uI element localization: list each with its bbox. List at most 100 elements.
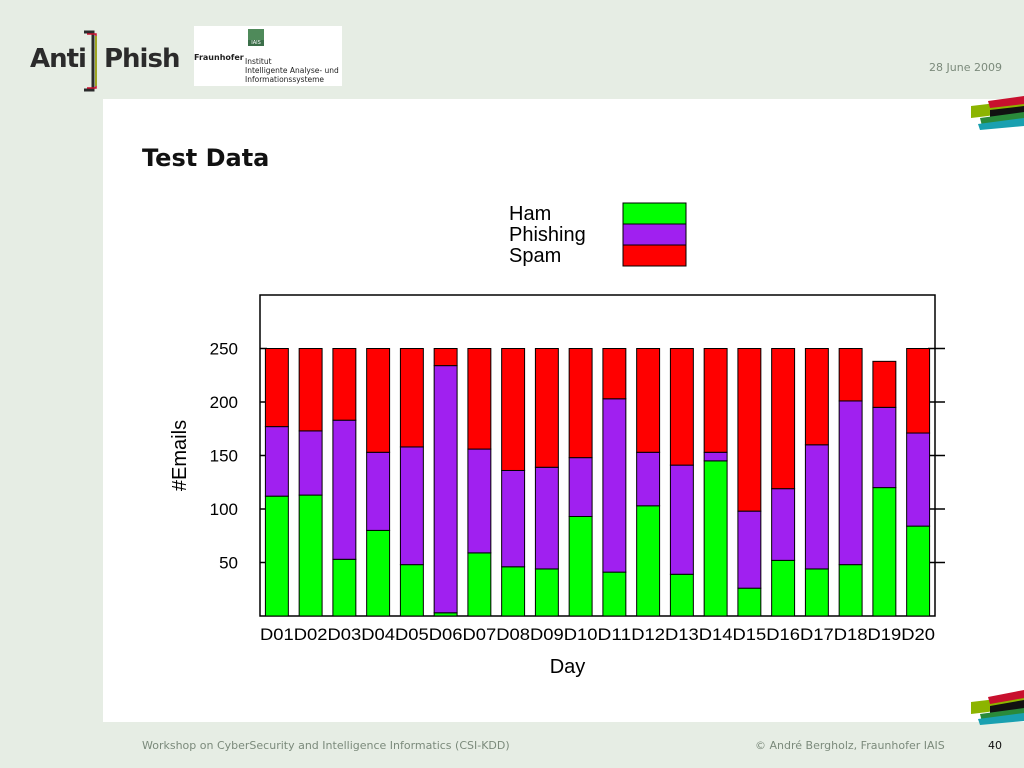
x-tick-label: D12 bbox=[631, 625, 665, 644]
fraunhofer-name: Fraunhofer bbox=[194, 53, 244, 62]
x-tick-label: D15 bbox=[733, 625, 767, 644]
y-tick-label: 50 bbox=[219, 554, 238, 573]
slide-title: Test Data bbox=[142, 144, 270, 172]
bar-ham-d18 bbox=[838, 564, 863, 617]
bar-phishing-d06 bbox=[433, 365, 458, 614]
bar-phishing-d07 bbox=[467, 448, 492, 554]
bar-spam-d11 bbox=[602, 348, 627, 400]
x-tick-label: D03 bbox=[328, 625, 362, 644]
bar-spam-d16 bbox=[771, 348, 796, 490]
bar-phishing-d14 bbox=[703, 451, 728, 462]
legend-label-phishing: Phishing bbox=[509, 224, 586, 246]
bar-phishing-d16 bbox=[771, 488, 796, 561]
bar-spam-d02 bbox=[298, 348, 323, 432]
bar-ham-d14 bbox=[703, 460, 728, 617]
y-tick-label: 200 bbox=[210, 393, 238, 412]
bar-phishing-d17 bbox=[804, 444, 829, 570]
bar-ham-d12 bbox=[636, 505, 661, 617]
legend-label-spam: Spam bbox=[509, 245, 561, 267]
iais-badge: IAIS bbox=[248, 40, 264, 46]
ribbon-decoration-bottom bbox=[971, 690, 1024, 725]
bar-spam-d15 bbox=[737, 348, 762, 512]
bar-spam-d09 bbox=[534, 348, 559, 468]
x-tick-label: D06 bbox=[429, 625, 463, 644]
bar-ham-d20 bbox=[906, 525, 931, 617]
slide-date: 28 June 2009 bbox=[929, 61, 1002, 74]
y-axis-label: #Emails bbox=[169, 420, 191, 491]
plot-frame bbox=[259, 294, 936, 617]
footer-copyright: © André Bergholz, Fraunhofer IAIS bbox=[755, 739, 945, 752]
logo-phish-text: Phish bbox=[103, 44, 180, 74]
institute-name: Institut Intelligente Analyse- und Infor… bbox=[245, 57, 339, 84]
bar-ham-d13 bbox=[669, 573, 694, 617]
bar-spam-d19 bbox=[872, 360, 897, 408]
legend-swatch-spam bbox=[622, 244, 687, 267]
x-tick-label: D04 bbox=[361, 625, 395, 644]
y-tick-label: 150 bbox=[210, 447, 238, 466]
bar-phishing-d02 bbox=[298, 430, 323, 496]
bar-phishing-d20 bbox=[906, 432, 931, 527]
x-tick-label: D08 bbox=[496, 625, 530, 644]
x-tick-label: D17 bbox=[800, 625, 834, 644]
bar-ham-d16 bbox=[771, 559, 796, 617]
bar-ham-d19 bbox=[872, 487, 897, 617]
bar-spam-d10 bbox=[568, 348, 593, 459]
bar-spam-d04 bbox=[366, 348, 391, 453]
bar-ham-d17 bbox=[804, 568, 829, 617]
bar-phishing-d12 bbox=[636, 451, 661, 507]
fraunhofer-logo: IAIS Fraunhofer Institut Intelligente An… bbox=[194, 26, 342, 86]
bar-ham-d05 bbox=[399, 564, 424, 617]
bar-ham-d03 bbox=[332, 558, 357, 617]
bar-phishing-d13 bbox=[669, 464, 694, 575]
bar-phishing-d09 bbox=[534, 466, 559, 570]
bar-phishing-d11 bbox=[602, 398, 627, 573]
bar-ham-d04 bbox=[366, 529, 391, 617]
bar-ham-d07 bbox=[467, 552, 492, 617]
bar-spam-d05 bbox=[399, 348, 424, 448]
bar-phishing-d18 bbox=[838, 400, 863, 566]
bar-phishing-d04 bbox=[366, 451, 391, 531]
bar-phishing-d01 bbox=[264, 426, 289, 497]
bar-phishing-d05 bbox=[399, 446, 424, 566]
x-tick-label: D07 bbox=[463, 625, 497, 644]
ribbon-decoration-top bbox=[971, 96, 1024, 130]
bar-spam-d13 bbox=[669, 348, 694, 466]
logo-bracket-icon bbox=[84, 30, 97, 92]
bar-ham-d01 bbox=[264, 495, 289, 617]
legend-swatch-phishing bbox=[622, 223, 687, 246]
bar-spam-d06 bbox=[433, 348, 458, 367]
fraunhofer-grid-icon bbox=[248, 29, 264, 43]
bar-spam-d14 bbox=[703, 348, 728, 453]
bar-ham-d09 bbox=[534, 568, 559, 617]
x-tick-label: D10 bbox=[564, 625, 598, 644]
bar-spam-d07 bbox=[467, 348, 492, 450]
bar-phishing-d03 bbox=[332, 419, 357, 560]
bar-spam-d01 bbox=[264, 348, 289, 428]
bar-phishing-d10 bbox=[568, 457, 593, 517]
bar-ham-d02 bbox=[298, 494, 323, 617]
logo-anti-text: Anti bbox=[30, 44, 87, 74]
legend-swatch-ham bbox=[622, 202, 687, 225]
x-tick-label: D20 bbox=[901, 625, 935, 644]
bar-phishing-d08 bbox=[501, 469, 526, 568]
x-tick-label: D13 bbox=[665, 625, 699, 644]
bar-spam-d03 bbox=[332, 348, 357, 421]
bar-spam-d08 bbox=[501, 348, 526, 471]
bar-ham-d11 bbox=[602, 571, 627, 617]
x-tick-label: D05 bbox=[395, 625, 429, 644]
bar-phishing-d19 bbox=[872, 406, 897, 489]
x-axis-label: Day bbox=[550, 656, 586, 678]
x-tick-label: D16 bbox=[766, 625, 800, 644]
y-tick-label: 100 bbox=[210, 500, 238, 519]
x-tick-label: D18 bbox=[834, 625, 868, 644]
x-tick-label: D02 bbox=[294, 625, 328, 644]
x-tick-label: D11 bbox=[598, 625, 632, 644]
page-number: 40 bbox=[988, 739, 1002, 752]
legend-label-ham: Ham bbox=[509, 203, 551, 225]
bar-spam-d12 bbox=[636, 348, 661, 453]
x-tick-label: D14 bbox=[699, 625, 733, 644]
bar-spam-d17 bbox=[804, 348, 829, 446]
bar-ham-d15 bbox=[737, 587, 762, 617]
antiphish-logo: Anti Phish bbox=[30, 44, 180, 74]
